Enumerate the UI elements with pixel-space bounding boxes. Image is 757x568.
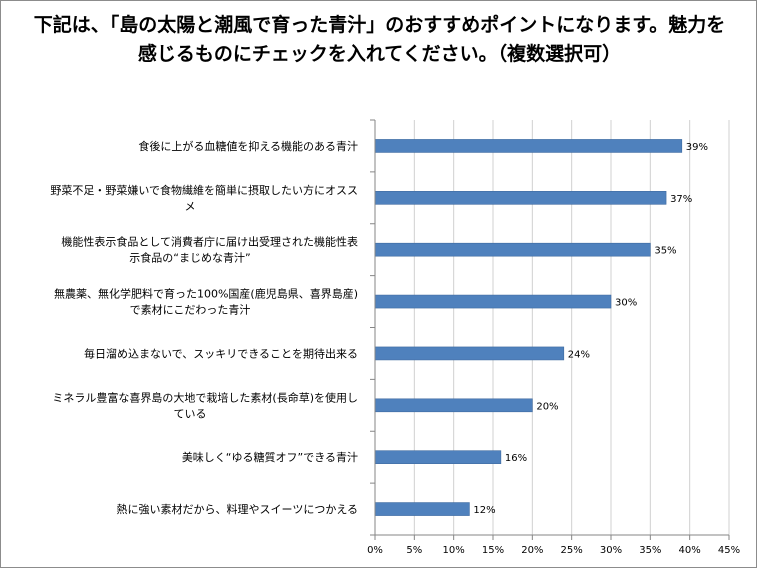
bar — [374, 450, 502, 464]
x-tick-label: 35% — [639, 545, 661, 556]
data-label: 30% — [615, 298, 637, 309]
chart-title: 下記は、「島の太陽と潮風で育った青汁」のおすすめポイントになります。魅力を感じる… — [33, 14, 726, 65]
data-labels: 39% 37% 35% 30% 24% 20% 16% 12% — [473, 142, 708, 516]
category-label: 美味しく“ゆる糖質オフ”できる青汁 — [182, 450, 358, 464]
x-tick-label: 10% — [443, 545, 465, 556]
category-label: 毎日溜め込まないで、スッキリできることを期待出来る — [84, 346, 358, 360]
data-label: 39% — [686, 142, 708, 153]
category-label: 示食品の“まじめな青汁” — [129, 251, 250, 265]
x-tick-label: 0% — [367, 545, 383, 556]
x-tick-label: 5% — [406, 545, 422, 556]
data-label: 35% — [654, 246, 676, 257]
x-tick-label: 15% — [482, 545, 504, 556]
x-tick-label: 40% — [679, 545, 701, 556]
bar — [374, 242, 651, 257]
category-label: 熱に強い素材だから、料理やスイーツにつかえる — [117, 502, 358, 516]
category-label: 野菜不足・野菜嫌いで食物繊維を簡単に摂取したい方にオスス — [50, 183, 358, 197]
bar — [374, 191, 667, 205]
data-label: 16% — [505, 453, 527, 464]
category-label: で素材にこだわった青汁 — [130, 303, 251, 317]
category-label: 機能性表示食品として消費者庁に届け出受理された機能性表 — [61, 235, 358, 249]
gridlines — [413, 120, 730, 535]
bar — [374, 346, 565, 361]
category-label: メ — [185, 200, 196, 213]
data-label: 37% — [670, 194, 692, 205]
bar — [374, 294, 612, 309]
x-tick-labels: 0% 5% 10% 15% 20% 25% 30% 35% 40% 45% — [367, 545, 740, 556]
category-label: 食後に上がる血糖値を抑える機能のある青汁 — [138, 139, 358, 153]
x-tick-label: 30% — [600, 545, 622, 556]
category-label: ミネラル豊富な喜界島の大地で栽培した素材(長命草)を使用し — [52, 390, 358, 404]
bar — [374, 139, 683, 153]
bar — [374, 502, 470, 516]
data-label: 20% — [536, 401, 558, 412]
x-tick-label: 45% — [718, 545, 740, 556]
category-label: 無農薬、無化学肥料で育った100%国産(鹿児島県、喜界島産) — [54, 287, 358, 301]
data-label: 12% — [473, 505, 495, 516]
bars — [374, 139, 683, 516]
data-label: 24% — [568, 349, 590, 360]
axes — [370, 119, 730, 540]
category-label: ている — [174, 407, 207, 420]
category-labels: 食後に上がる血糖値を抑える機能のある青汁野菜不足・野菜嫌いで食物繊維を簡単に摂取… — [50, 139, 358, 516]
x-tick-label: 25% — [561, 545, 583, 556]
bar — [374, 398, 533, 413]
x-tick-label: 20% — [521, 545, 543, 556]
